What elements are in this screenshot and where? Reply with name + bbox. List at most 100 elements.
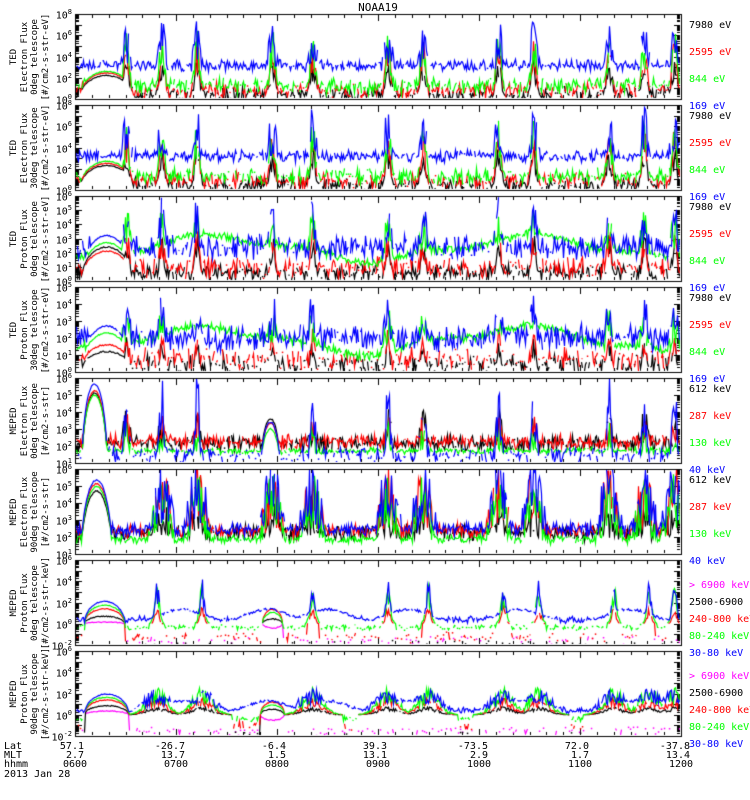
log-base: 10: [55, 577, 68, 589]
panel-title-line: 30deg telescope: [30, 288, 40, 371]
panel-title-line: MEPED: [9, 588, 19, 617]
y-tick-label: 105: [56, 480, 72, 493]
y-tick-label: 102: [56, 597, 72, 610]
panel-title-ted-electron-0deg: TED Electron Flux 0deg telescope [#/cm2-s-s…: [9, 13, 51, 100]
legend-label-meped-electron-0deg: 287 keV: [689, 411, 732, 422]
panel-title-meped-electron-0deg: MEPED Electron Flux 0deg telescope [#/cm2-s…: [9, 383, 51, 459]
log-base: 10: [55, 408, 68, 420]
legend-label-meped-proton-90deg: 240-800 keV: [689, 705, 750, 716]
x-tick-mlt: 13.4: [665, 750, 690, 761]
legend-label-ted-proton-30deg: 2595 eV: [689, 320, 732, 331]
legend-label-meped-electron-0deg: 40 keV: [689, 465, 726, 476]
log-base: 10: [55, 689, 68, 701]
legend-label-ted-electron-30deg: 7980 eV: [689, 111, 732, 122]
y-tick-label: 105: [56, 204, 72, 217]
y-tick-label: 102: [56, 440, 72, 453]
legend-label-ted-proton-0deg: 169 eV: [689, 283, 726, 294]
log-base: 10: [55, 10, 68, 22]
panel-title-line: 90deg telescope: [30, 652, 40, 735]
log-base: 10: [55, 165, 68, 177]
x-tick-hhmm: 1200: [668, 759, 694, 770]
legend-label-meped-electron-90deg: 287 keV: [689, 502, 732, 513]
log-base: 10: [55, 192, 68, 204]
panel-title-line: [#/cm2-s-str-eV]: [40, 13, 51, 100]
panel-title-meped-proton-90deg: MEPED Proton Flux 90deg telescope [#/cm2-s-…: [9, 647, 51, 739]
log-base: 10: [51, 732, 64, 744]
legend-label-ted-electron-30deg: 169 eV: [689, 192, 726, 203]
y-tick-label: 104: [56, 406, 72, 419]
log-exponent: 6: [67, 463, 72, 471]
y-tick-label: 105: [56, 281, 72, 294]
log-exponent: 2: [67, 246, 72, 255]
log-base: 10: [55, 277, 68, 289]
y-tick-label: 103: [56, 514, 72, 527]
log-exponent: 4: [67, 50, 72, 59]
log-base: 10: [55, 533, 68, 545]
panel-title-line: Electron Flux: [19, 476, 30, 547]
legend-label-ted-electron-0deg: 2595 eV: [689, 47, 732, 58]
log-base: 10: [55, 283, 68, 295]
log-exponent: 6: [67, 190, 72, 198]
legend-label-ted-electron-0deg: 169 eV: [689, 101, 726, 112]
y-tick-label: 102: [56, 247, 72, 260]
panel-title-line: [#/cm2-s-str-eV]: [40, 195, 51, 282]
x-tick-lat: -73.5: [457, 741, 488, 752]
log-base: 10: [55, 95, 68, 107]
log-exponent: 3: [67, 232, 72, 241]
y-tick-label: 101: [56, 548, 72, 561]
legend-label-meped-electron-0deg: 130 keV: [689, 438, 732, 449]
panel-title-line: Electron Flux: [19, 385, 30, 456]
y-tick-label: 102: [56, 163, 72, 176]
log-exponent: 1: [67, 349, 72, 357]
log-exponent: 6: [67, 372, 72, 380]
panel-title-line: TED: [9, 48, 19, 65]
log-base: 10: [55, 711, 68, 723]
y-tick-label: 105: [56, 389, 72, 402]
legend-label-meped-proton-0deg: 240-800 keV: [689, 614, 750, 625]
log-base: 10: [55, 556, 68, 568]
legend-label-ted-proton-0deg: 844 eV: [689, 256, 726, 267]
log-exponent: 6: [67, 120, 72, 129]
y-tick-label: 106: [56, 372, 72, 385]
y-tick-label: 106: [56, 463, 72, 476]
x-tick-lat: 57.1: [59, 741, 84, 752]
y-tick-label: 103: [56, 423, 72, 436]
date-label: 2013 Jan 28: [4, 769, 71, 780]
y-tick-label: 101: [56, 457, 72, 470]
panel-title-line: Proton Flux: [19, 208, 30, 269]
legend-label-meped-proton-90deg: 2500-6900: [689, 688, 744, 699]
x-tick-mlt: 13.1: [362, 750, 387, 761]
legend-label-meped-proton-90deg: > 6900 keV: [689, 671, 750, 682]
log-base: 10: [55, 234, 68, 246]
panel-title-line: TED: [9, 230, 19, 247]
y-tick-label: 103: [56, 233, 72, 246]
legend-label-ted-electron-30deg: 2595 eV: [689, 138, 732, 149]
y-tick-label: 100: [56, 93, 72, 106]
log-base: 10: [55, 516, 68, 528]
log-base: 10: [55, 550, 68, 562]
panel-title-line: MEPED: [9, 497, 19, 526]
y-tick-label: 108: [56, 99, 72, 112]
y-tick-label: 10-2: [52, 639, 72, 652]
mlt-row-label: MLT: [4, 750, 23, 761]
x-tick-mlt: 1.7: [570, 750, 589, 761]
panel-title-ted-electron-30deg: TED Electron Flux 30deg telescope [#/cm2-s-…: [9, 104, 51, 191]
log-base: 10: [55, 220, 68, 232]
panel-title-line: [#/cm2-s-str]: [40, 385, 51, 456]
log-exponent: 3: [67, 315, 72, 323]
panel-title-line: [#/cm2-s-str-eV]: [40, 286, 51, 373]
y-tick-label: 104: [56, 218, 72, 231]
panel-title-line: 0deg telescope: [30, 564, 40, 641]
panel-title-line: 30deg telescope: [30, 106, 40, 189]
log-base: 10: [55, 391, 68, 403]
log-base: 10: [55, 368, 68, 380]
lat-row-label: Lat: [4, 741, 23, 752]
log-exponent: 0: [67, 708, 72, 717]
panel-title-line: 0deg telescope: [30, 382, 40, 459]
log-base: 10: [55, 425, 68, 437]
log-exponent: 6: [67, 29, 72, 38]
log-exponent: 2: [67, 687, 72, 696]
y-tick-label: 106: [56, 29, 72, 42]
y-tick-label: 102: [56, 72, 72, 85]
